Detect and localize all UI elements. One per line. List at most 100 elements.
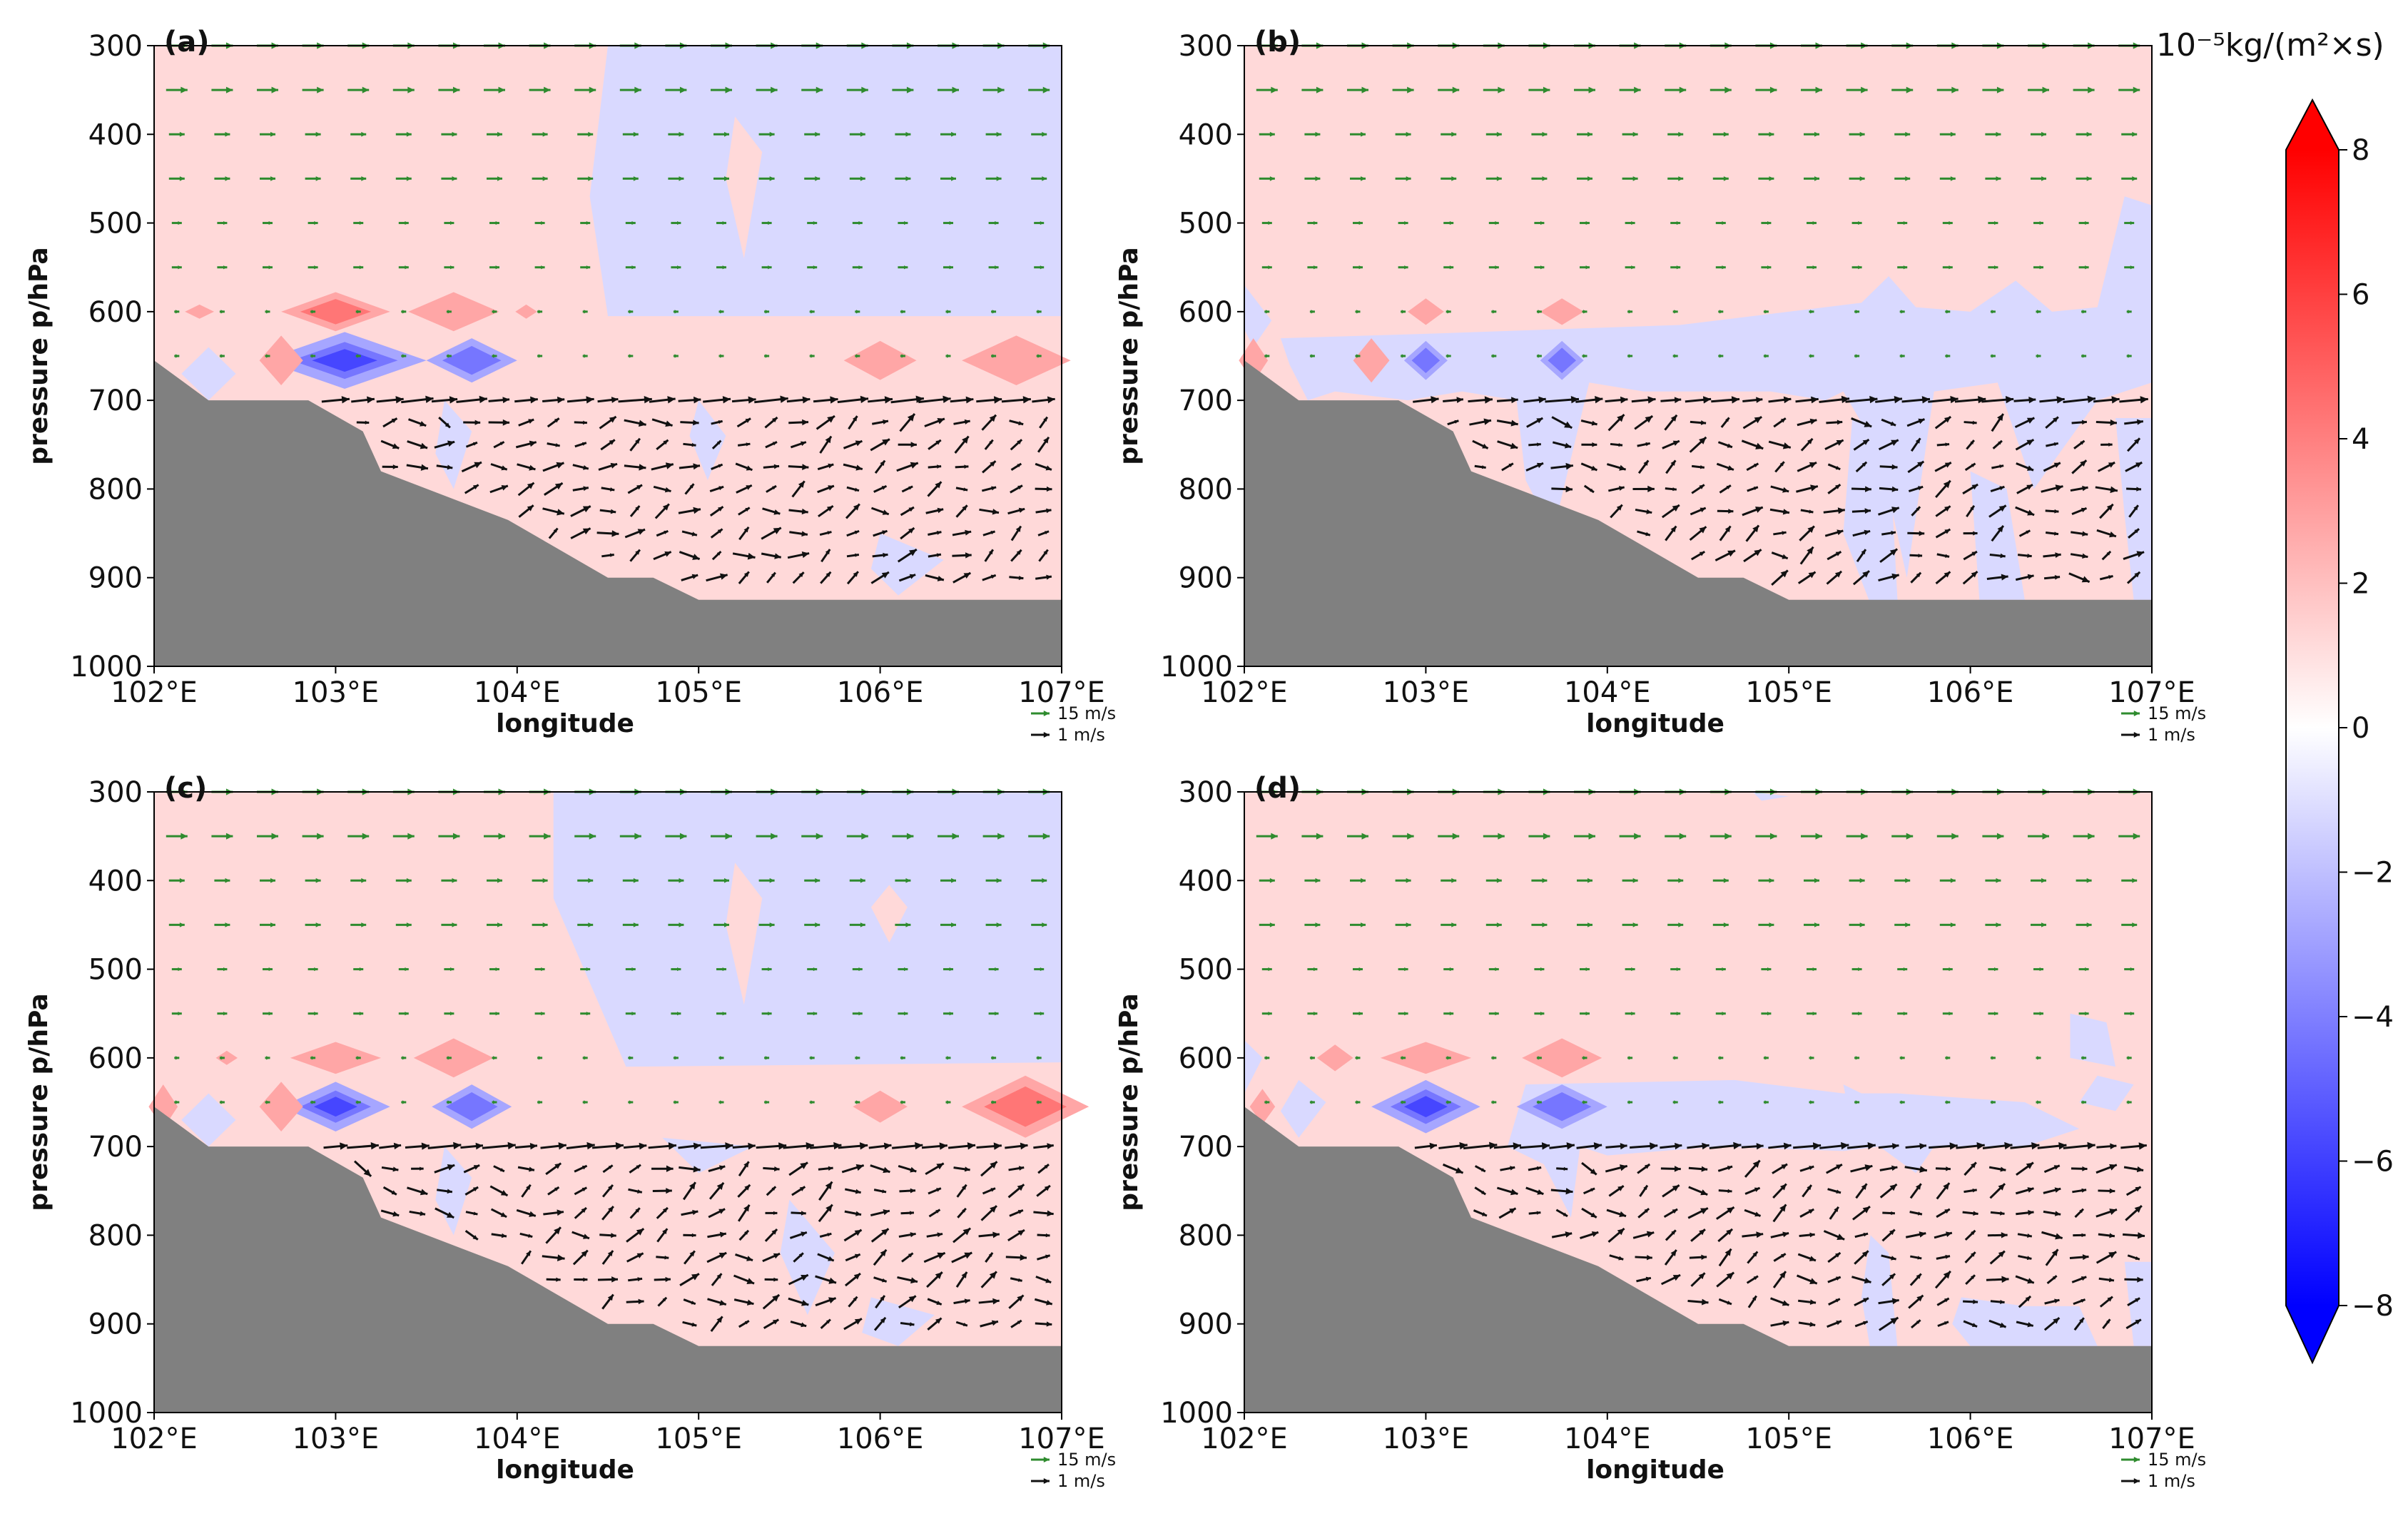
wind-vector-head [2109, 1209, 2117, 1215]
wind-vector-head [963, 487, 968, 492]
wind-vector-head [1570, 395, 1579, 404]
wind-vector-head [2133, 505, 2138, 511]
wind-vector-head [1315, 176, 1321, 181]
wind-vector-head [2110, 486, 2118, 494]
wind-vector-head [1700, 507, 1706, 513]
wind-vector-head [748, 396, 756, 404]
wind-vector-head [2108, 1277, 2115, 1283]
contour-feature [300, 299, 371, 325]
wind-vector-head [1678, 877, 1684, 883]
wind-vector-head [860, 131, 865, 137]
wind-vector-head [1045, 1233, 1050, 1238]
contour-positive [870, 885, 908, 943]
wind-vector-head [271, 833, 278, 840]
wind-vector-head [771, 1186, 776, 1191]
wind-vector-head [827, 1233, 832, 1237]
wind-vector-head [1017, 1230, 1025, 1236]
wind-vector-head [1268, 967, 1272, 972]
wind-vector-head [1407, 833, 1414, 840]
wind-vector-head [452, 86, 460, 93]
wind-vector-head [493, 310, 497, 314]
quiver-key-label: 15 m/s [2148, 703, 2206, 723]
wind-vector-head [990, 574, 996, 579]
wind-vector-head [2136, 419, 2143, 425]
wind-vector-head [1919, 1166, 1927, 1173]
wind-vector-head [765, 354, 770, 358]
wind-vector-head [1358, 1012, 1363, 1016]
wind-vector-head [1862, 439, 1869, 445]
wind-vector-head [743, 571, 749, 577]
wind-vector-head [1700, 465, 1705, 469]
x-tick-label: 102°E [111, 1423, 198, 1455]
wind-vector-head [581, 1208, 586, 1214]
wind-vector-head [1767, 1012, 1772, 1016]
wind-vector-head [1672, 504, 1680, 512]
wind-vector-head [1858, 265, 1862, 270]
wind-vector-head [2135, 1319, 2141, 1325]
wind-vector-head [1492, 310, 1497, 314]
wind-vector-head [1917, 1211, 1922, 1216]
wind-vector-head [1809, 509, 1814, 514]
wind-vector-head [1901, 1100, 1905, 1104]
wind-vector-head [909, 574, 916, 579]
wind-vector-head [447, 1100, 452, 1104]
wind-vector-head [990, 1206, 997, 1213]
wind-vector-head [608, 1184, 613, 1191]
wind-vector-head [813, 220, 818, 225]
wind-vector-head [2081, 1298, 2086, 1303]
wind-vector-head [266, 354, 270, 358]
wind-vector-head [2130, 220, 2135, 225]
wind-vector-head [1590, 1188, 1595, 1192]
wind-vector-head [1727, 1301, 1732, 1305]
quiver-key-label: 1 m/s [1057, 725, 1105, 745]
contour-feature [1411, 347, 1441, 373]
wind-vector-head [815, 131, 821, 137]
wind-vector-head [1807, 1185, 1812, 1191]
contour-feature [984, 1086, 1067, 1127]
wind-vector-head [1565, 462, 1573, 470]
wind-vector-head [1891, 1298, 1899, 1305]
wind-vector-head [854, 1253, 860, 1259]
wind-vector-head [801, 1322, 807, 1328]
wind-vector-head [1672, 1209, 1678, 1214]
wind-vector-head [2039, 265, 2043, 270]
wind-vector-head [1905, 176, 1911, 181]
wind-vector-head [746, 465, 753, 471]
wind-vector-head [497, 176, 502, 181]
wind-vector-head [225, 86, 233, 93]
wind-vector-head [1702, 396, 1712, 404]
wind-vector-head [634, 86, 641, 93]
wind-vector-head [1807, 526, 1814, 533]
wind-vector-head [1726, 1272, 1734, 1280]
wind-vector-head [1859, 176, 1865, 181]
wind-vector-head [611, 397, 619, 403]
wind-vector-head [1807, 546, 1814, 554]
x-axis-label: longitude [1586, 709, 1724, 738]
wind-vector-head [583, 465, 589, 470]
wind-vector-head [801, 508, 808, 515]
wind-vector-head [1268, 265, 1272, 270]
wind-vector-head [1265, 1100, 1270, 1104]
wind-vector-head [1837, 419, 1843, 425]
wind-vector-head [679, 176, 684, 181]
wind-vector-head [554, 483, 563, 490]
wind-vector-head [2001, 574, 2008, 581]
contour-feature [962, 335, 1071, 385]
wind-vector-head [631, 1012, 636, 1016]
wind-vector-head [583, 420, 587, 425]
contour-feature [290, 1042, 381, 1074]
wind-vector-head [1480, 1168, 1485, 1172]
wind-vector-head [1045, 1278, 1052, 1283]
wind-vector-head [855, 354, 860, 358]
wind-vector-head [1043, 732, 1050, 738]
wind-vector-head [392, 1166, 399, 1172]
wind-vector-head [2132, 131, 2138, 137]
x-tick-label: 104°E [474, 676, 561, 709]
y-tick-label: 500 [88, 208, 143, 240]
wind-vector-head [744, 1321, 749, 1325]
wind-vector-head [1431, 396, 1439, 404]
wind-vector-head [611, 1233, 616, 1238]
wind-vector-head [961, 1272, 967, 1278]
wind-vector-head [1670, 460, 1676, 466]
wind-vector-head [1587, 922, 1592, 927]
